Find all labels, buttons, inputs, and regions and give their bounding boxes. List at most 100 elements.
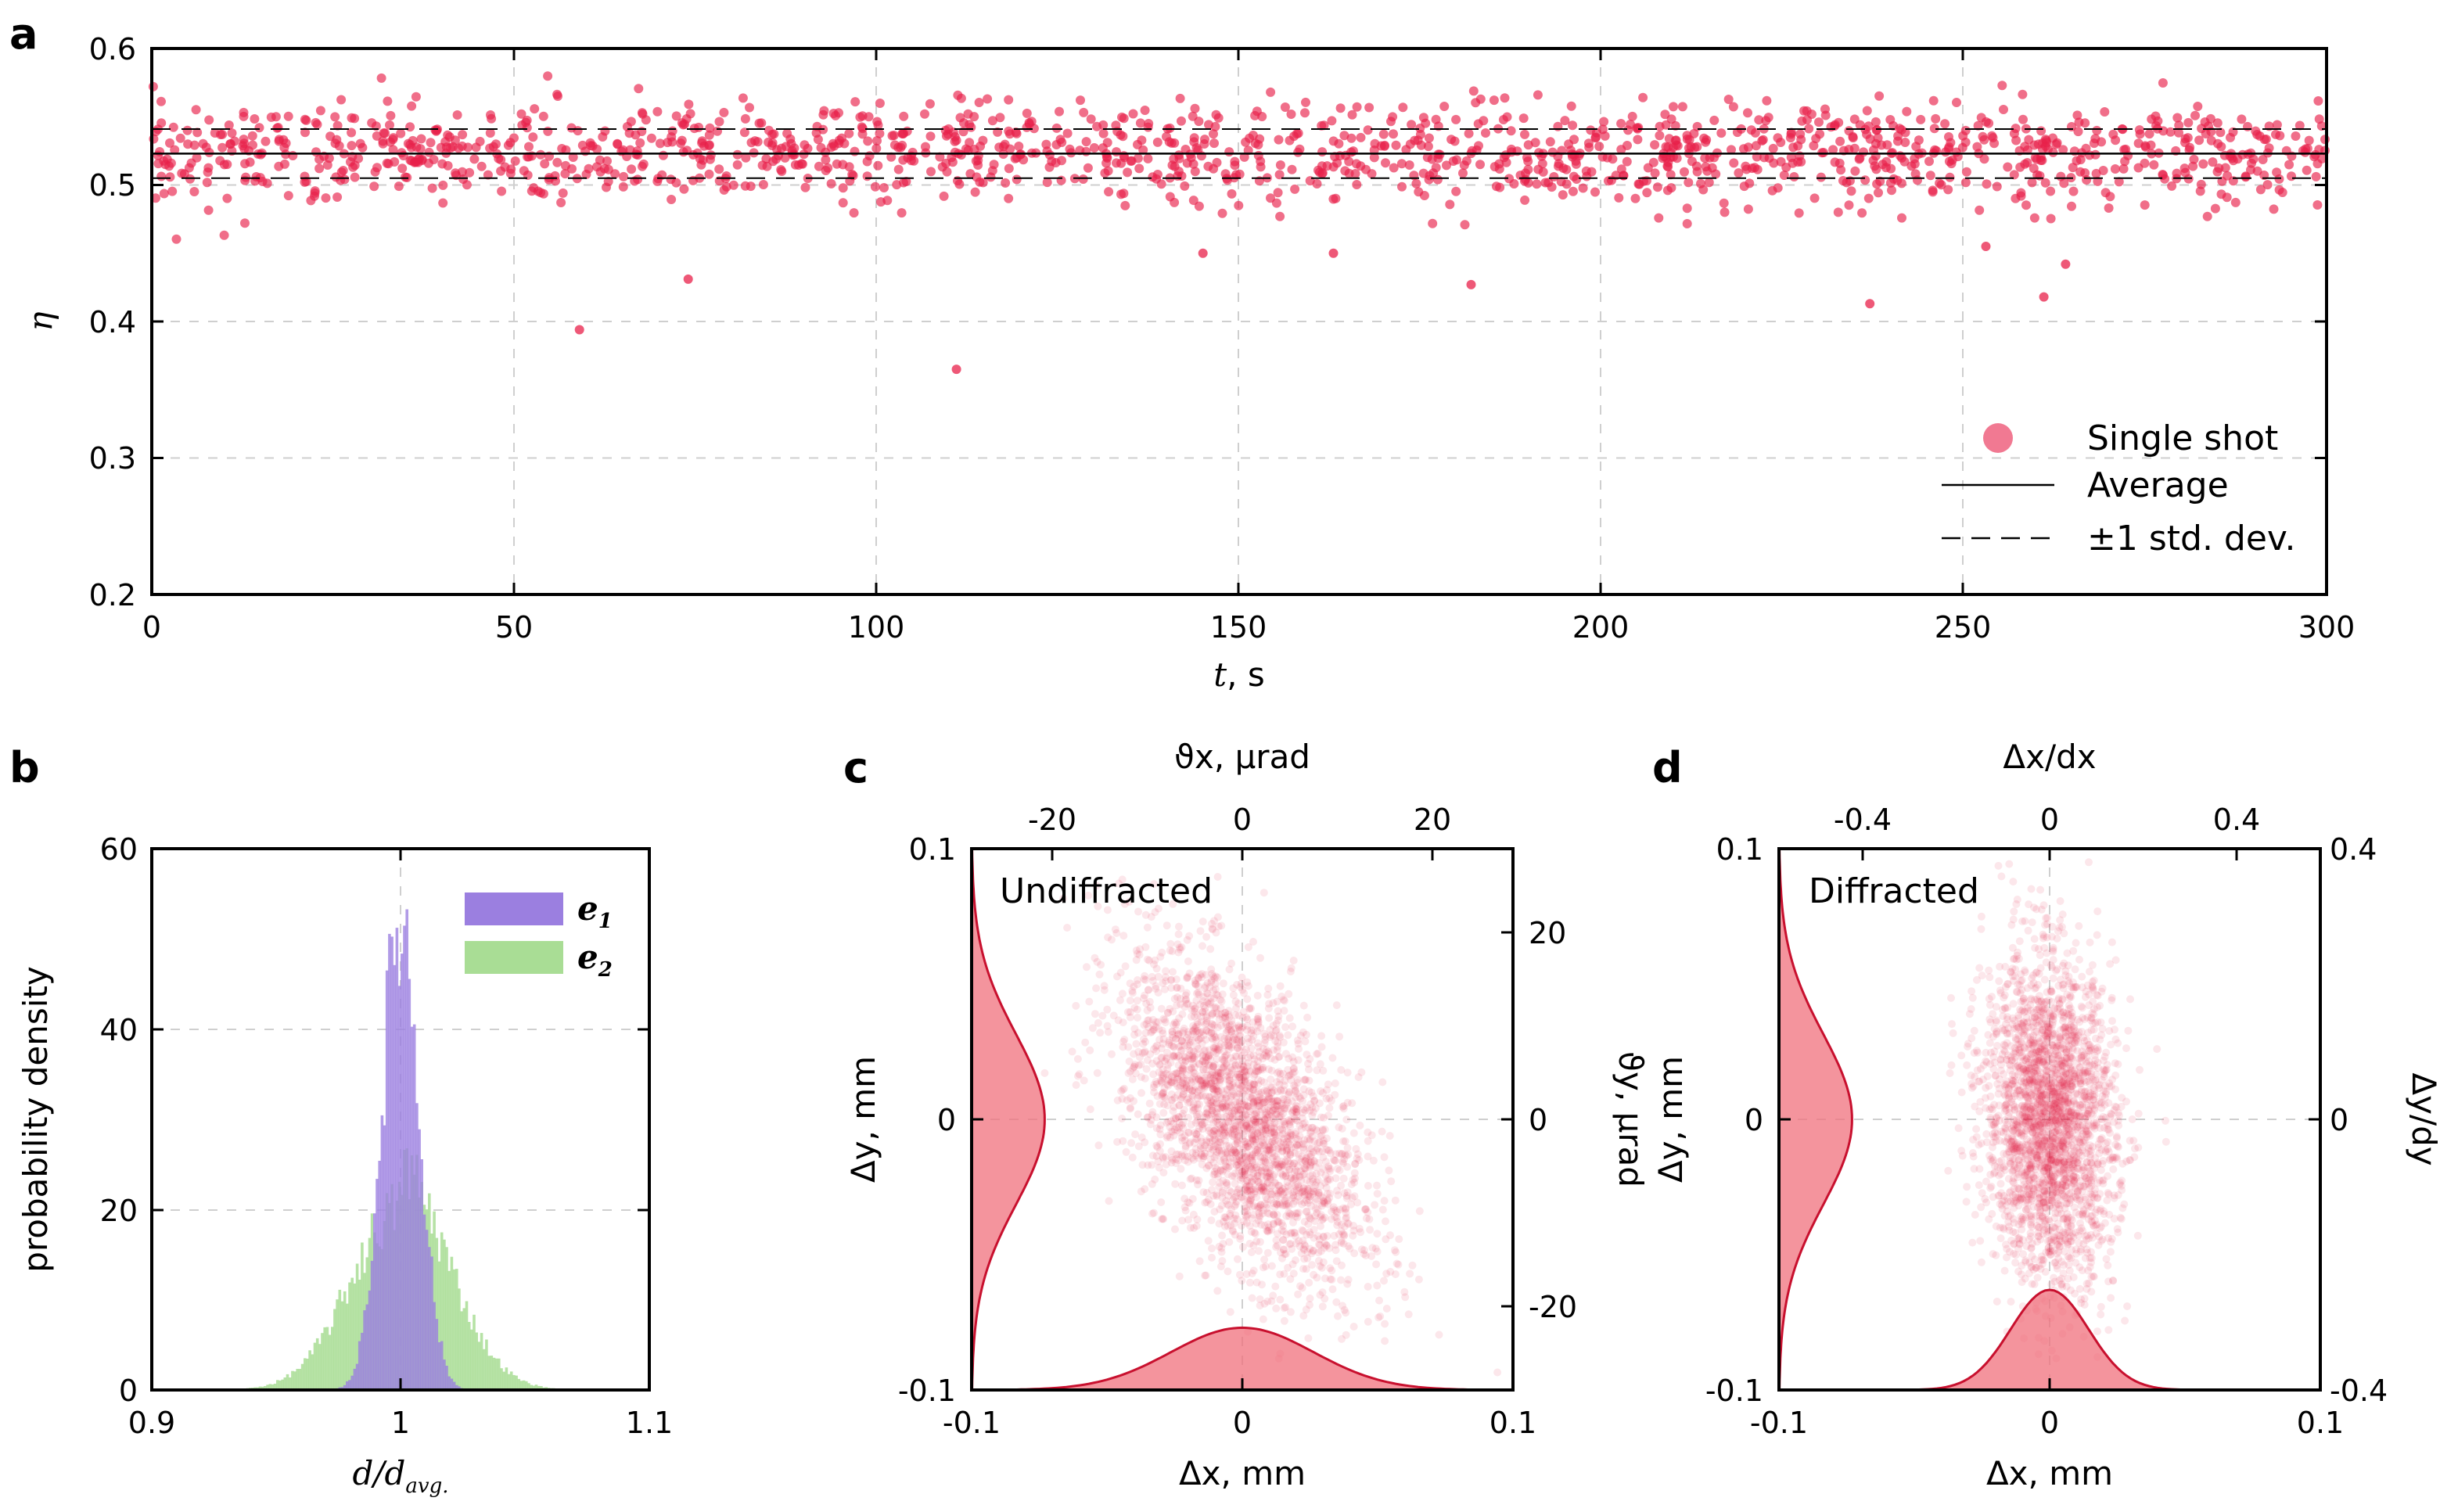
data-point [1155, 1100, 1164, 1108]
data-point [1262, 1130, 1270, 1138]
data-point [862, 156, 872, 167]
data-point [1162, 1069, 1170, 1078]
data-point [1133, 1005, 1141, 1014]
data-point [1234, 1106, 1242, 1115]
panel-b-y-axis-label: probability density [16, 966, 55, 1272]
data-point [1163, 1008, 1172, 1017]
data-point [899, 128, 909, 138]
data-point [1241, 1168, 1249, 1176]
data-point [1335, 1033, 1344, 1041]
data-point [1809, 193, 1820, 203]
data-point [1237, 1118, 1245, 1126]
data-point [1273, 1144, 1281, 1153]
data-point [1213, 1055, 1221, 1063]
data-point [1739, 181, 1749, 192]
data-point [1182, 1083, 1191, 1092]
data-point [1267, 1262, 1276, 1270]
data-point [1224, 1130, 1233, 1137]
data-point [1004, 95, 1014, 105]
data-point [183, 139, 193, 149]
data-point [1285, 1201, 1293, 1210]
data-point [1291, 1149, 1299, 1157]
data-point [1599, 117, 1609, 127]
top-tick-label: -20 [1028, 803, 1076, 837]
data-point [471, 142, 481, 153]
data-point [1194, 1036, 1202, 1044]
data-point [1170, 1079, 1179, 1087]
data-point [1287, 1076, 1295, 1084]
data-point [2063, 949, 2072, 957]
data-point [1209, 1029, 1218, 1038]
data-point [1662, 161, 1673, 171]
data-point [1339, 1101, 1348, 1110]
data-point [1119, 932, 1128, 940]
data-point [1174, 1075, 1183, 1083]
data-point [1225, 1076, 1234, 1085]
data-point [1205, 1126, 1213, 1135]
data-point [1118, 989, 1127, 998]
histogram-bar [380, 1115, 384, 1390]
data-point [1167, 1079, 1176, 1086]
data-point [1233, 1139, 1242, 1147]
data-point [1215, 1015, 1224, 1024]
data-point [1229, 991, 1238, 1000]
data-point [1130, 1030, 1138, 1039]
right-tick-label: 20 [1529, 916, 1566, 950]
data-point [1225, 1079, 1234, 1088]
data-point [1346, 1244, 1354, 1253]
histogram-bar [532, 1385, 536, 1390]
data-point [896, 142, 906, 153]
data-point [443, 160, 453, 171]
data-point [1231, 1211, 1240, 1219]
data-point [385, 120, 394, 130]
data-point [1236, 1106, 1245, 1115]
data-point [1234, 1023, 1243, 1032]
data-point [1401, 1293, 1410, 1302]
data-point [241, 172, 251, 182]
data-point [1280, 1316, 1288, 1325]
panel-c-scatter-points [1040, 873, 1502, 1377]
data-point [1244, 1142, 1252, 1151]
data-point [1231, 1035, 1239, 1043]
data-point [1305, 1076, 1313, 1085]
histogram-bar [415, 1103, 419, 1390]
data-point [1150, 960, 1158, 968]
data-point [1380, 1277, 1388, 1285]
data-point [1253, 1133, 1262, 1140]
histogram-bar [288, 1377, 292, 1390]
data-point [1193, 1026, 1202, 1035]
data-point [1254, 1076, 1263, 1084]
data-point [1972, 142, 1982, 152]
data-point [1227, 1020, 1236, 1029]
data-point-outlier [1328, 248, 1339, 258]
data-point [704, 169, 714, 179]
data-point [1348, 1194, 1357, 1202]
histogram-bar [440, 1341, 444, 1390]
data-point [1317, 1113, 1325, 1122]
data-point [1333, 1165, 1342, 1173]
data-point [1121, 962, 1130, 971]
data-point [1234, 1132, 1243, 1140]
data-point [1355, 1224, 1364, 1233]
data-point [1230, 1193, 1238, 1201]
data-point [2018, 114, 2028, 124]
histogram-bar [460, 1311, 463, 1390]
data-point [1344, 1276, 1353, 1284]
data-point [1284, 1072, 1292, 1080]
data-point [465, 167, 475, 178]
data-point [1195, 1075, 1202, 1083]
data-point [1373, 1248, 1382, 1255]
data-point [1251, 1127, 1260, 1136]
data-point [1241, 1077, 1249, 1086]
histogram-bar [378, 1161, 381, 1390]
data-point [1237, 1193, 1245, 1201]
data-point [1150, 880, 1159, 889]
data-point [1390, 1246, 1399, 1255]
data-point [1236, 1073, 1245, 1082]
data-point [1310, 1270, 1318, 1279]
data-point [1277, 1187, 1285, 1196]
data-point [1277, 1157, 1286, 1165]
data-point [1690, 142, 1700, 153]
data-point [1163, 1101, 1172, 1110]
data-point [1267, 1188, 1275, 1196]
